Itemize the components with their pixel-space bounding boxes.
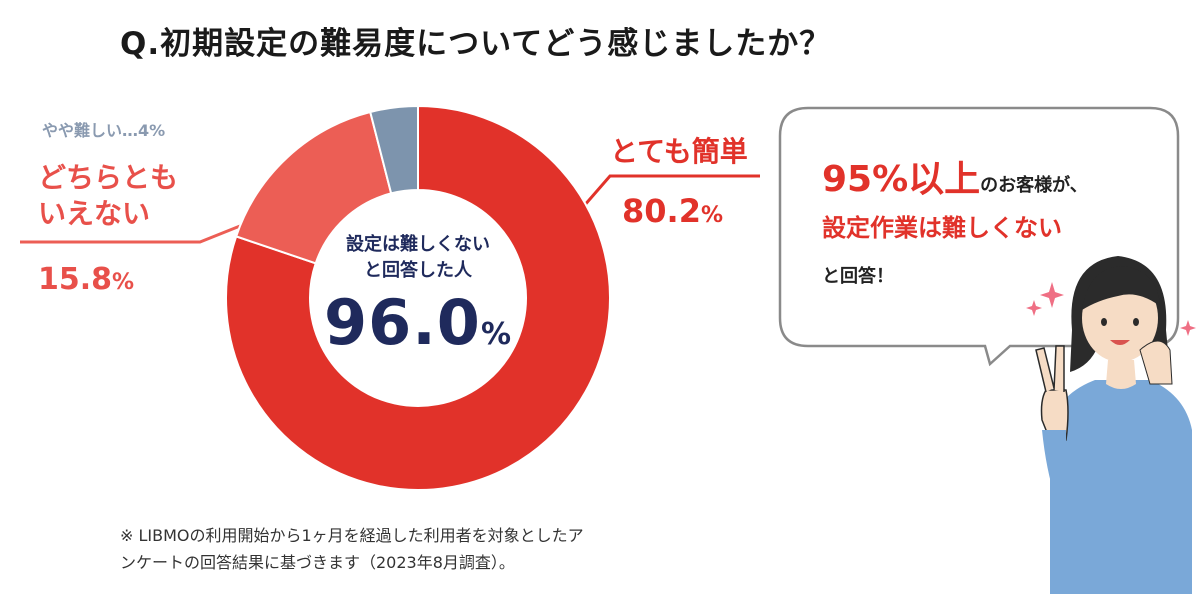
footnote-line1: ※ LIBMOの利用開始から1ヶ月を経過した利用者を対象としたア	[120, 526, 584, 545]
label-middle-line2: いえない	[38, 197, 151, 230]
donut-slices	[225, 104, 611, 491]
footnote: ※ LIBMOの利用開始から1ヶ月を経過した利用者を対象としたア ンケートの回答…	[120, 522, 760, 576]
label-hard: やや難しい…4%	[42, 121, 166, 140]
leader-line-middle	[20, 224, 241, 244]
footnote-line2: ンケートの回答結果に基づきます（2023年8月調査）。	[120, 553, 515, 572]
bubble-line1: 95%以上のお客様が、	[822, 150, 1088, 202]
woman-illustration	[1035, 256, 1192, 594]
chart-title: Q.初期設定の難易度についてどう感じましたか？	[120, 26, 832, 62]
label-easy: とても簡単	[610, 135, 748, 168]
bubble-line2: 設定作業は難しくない	[822, 214, 1062, 242]
bubble-line1-rest: のお客様が、	[980, 175, 1088, 196]
donut-slice-1	[225, 104, 611, 491]
value-middle-unit: %	[112, 270, 135, 295]
bubble-line3: と回答！	[822, 266, 894, 287]
value-middle: 15.8%	[38, 262, 134, 297]
center-value-unit: %	[480, 317, 513, 352]
value-easy-number: 80.2	[622, 192, 701, 230]
center-label-line1: 設定は難しくない	[346, 234, 490, 255]
value-middle-number: 15.8	[38, 262, 113, 297]
donut-center-label: 設定は難しくない と回答した人 96.0%	[318, 232, 518, 370]
donut-slice-3	[369, 104, 419, 195]
bubble-highlight: 95%以上	[822, 159, 981, 200]
label-middle-line1: どちらとも	[38, 161, 179, 194]
value-easy-unit: %	[700, 203, 723, 228]
center-value-number: 96.0	[323, 286, 481, 359]
center-value: 96.0%	[318, 288, 518, 370]
center-label-line2: と回答した人	[364, 260, 472, 281]
label-middle: どちらとも いえない	[38, 160, 208, 232]
value-easy: 80.2%	[622, 192, 723, 230]
sparkle-icon	[1026, 282, 1196, 336]
